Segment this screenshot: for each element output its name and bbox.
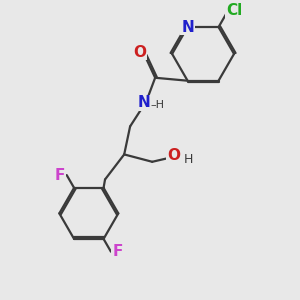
Text: F: F: [55, 168, 65, 183]
Text: H: H: [184, 153, 193, 166]
Text: N: N: [138, 95, 150, 110]
Text: N: N: [181, 20, 194, 34]
Text: O: O: [133, 45, 146, 60]
Text: –H: –H: [151, 100, 164, 110]
Text: Cl: Cl: [226, 3, 242, 18]
Text: F: F: [112, 244, 123, 259]
Text: O: O: [167, 148, 180, 163]
